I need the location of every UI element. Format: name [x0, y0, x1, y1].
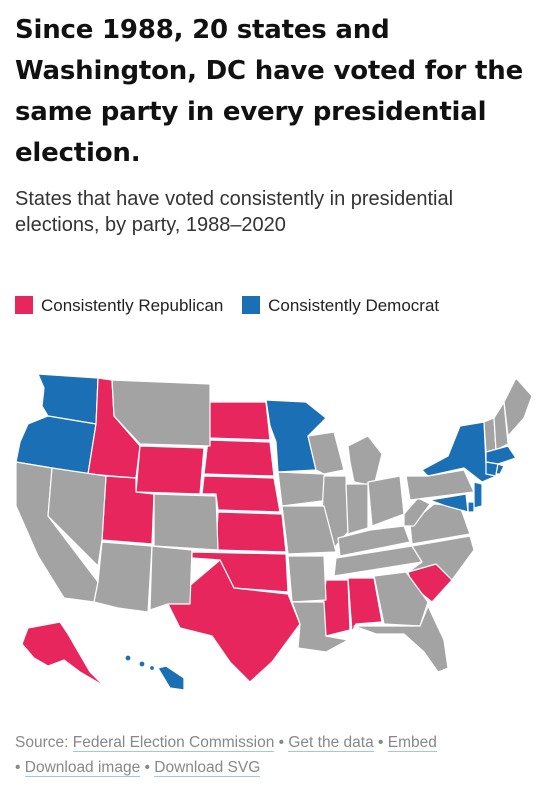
- state-MO[interactable]: [281, 505, 337, 555]
- separator-dot: •: [378, 734, 384, 751]
- legend-label-democrat: Consistently Democrat: [268, 296, 440, 315]
- state-WI[interactable]: [307, 431, 345, 475]
- state-AR[interactable]: [287, 555, 327, 603]
- source-prefix: Source:: [15, 734, 69, 751]
- us-map: [15, 373, 533, 691]
- state-GA[interactable]: [373, 571, 429, 627]
- state-DE[interactable]: [467, 501, 475, 513]
- chart-title: Since 1988, 20 states and Washington, DC…: [15, 15, 524, 168]
- state-MS[interactable]: [321, 579, 351, 637]
- state-AL[interactable]: [347, 577, 383, 633]
- separator-dot: •: [15, 759, 21, 776]
- state-WY[interactable]: [135, 445, 205, 495]
- get-data-link[interactable]: Get the data: [288, 734, 374, 752]
- state-MI[interactable]: [347, 435, 383, 487]
- state-CO[interactable]: [153, 493, 219, 551]
- state-AK[interactable]: [21, 621, 105, 687]
- state-HI[interactable]: [157, 665, 185, 691]
- state-MA[interactable]: [485, 445, 517, 465]
- state-AZ[interactable]: [93, 541, 153, 613]
- legend-item-republican: Consistently Republican: [15, 296, 223, 315]
- state-HI-island-3: [148, 664, 156, 672]
- state-NJ[interactable]: [473, 481, 483, 509]
- state-NC[interactable]: [407, 535, 475, 581]
- separator-dot: •: [278, 734, 285, 751]
- state-IN[interactable]: [345, 483, 369, 535]
- state-NE[interactable]: [201, 475, 281, 513]
- state-MT[interactable]: [111, 379, 211, 447]
- state-MD[interactable]: [429, 493, 469, 513]
- source-link-fec[interactable]: Federal Election Commission: [72, 734, 275, 752]
- state-FL[interactable]: [353, 605, 449, 673]
- download-svg-link[interactable]: Download SVG: [154, 759, 261, 777]
- embed-link[interactable]: Embed: [387, 734, 437, 752]
- legend-label-republican: Consistently Republican: [41, 296, 224, 315]
- state-HI-island-2: [138, 660, 146, 668]
- state-VA[interactable]: [409, 503, 471, 545]
- legend: Consistently Republican Consistently Dem…: [15, 290, 515, 322]
- state-PA[interactable]: [405, 469, 475, 501]
- download-image-link[interactable]: Download image: [24, 759, 141, 777]
- state-ND[interactable]: [207, 401, 271, 441]
- state-RI[interactable]: [495, 463, 505, 475]
- state-KY[interactable]: [337, 525, 411, 557]
- state-NM[interactable]: [149, 545, 193, 611]
- state-ME[interactable]: [503, 377, 533, 437]
- state-HI-island-1: [124, 654, 132, 662]
- state-NH[interactable]: [493, 401, 509, 451]
- source-line: Source: Federal Election Commission • Ge…: [15, 730, 530, 780]
- state-WV[interactable]: [403, 497, 431, 527]
- legend-swatch-republican: [15, 296, 33, 314]
- chart-subtitle: States that have voted consistently in p…: [15, 188, 454, 236]
- state-OH[interactable]: [367, 475, 405, 527]
- state-KS[interactable]: [215, 511, 287, 553]
- state-SD[interactable]: [203, 439, 275, 477]
- legend-item-democrat: Consistently Democrat: [242, 296, 439, 315]
- state-LA[interactable]: [291, 601, 349, 653]
- state-NV[interactable]: [47, 467, 107, 567]
- separator-dot: •: [144, 759, 150, 776]
- state-TX[interactable]: [167, 559, 301, 683]
- state-CT[interactable]: [485, 461, 499, 477]
- legend-swatch-democrat: [242, 296, 261, 314]
